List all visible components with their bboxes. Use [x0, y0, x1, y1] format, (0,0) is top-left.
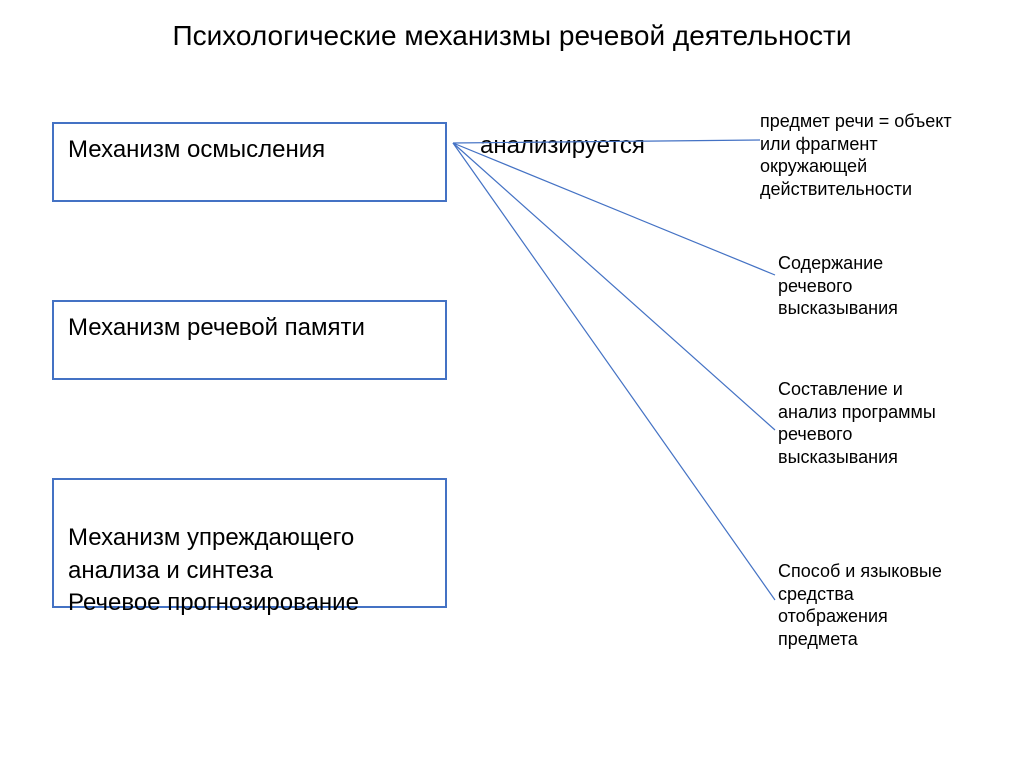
connector-line [453, 143, 775, 275]
box-label: Механизм осмысления [68, 136, 325, 163]
right-item-2: Содержание речевого высказывания [778, 252, 958, 320]
connector-line [453, 143, 775, 430]
box-mechanism-2: Механизм речевой памяти [52, 300, 447, 380]
diagram-title: Психологические механизмы речевой деятел… [0, 18, 1024, 53]
connector-line [453, 143, 775, 600]
right-item-3: Составление и анализ программы речевого … [778, 378, 958, 468]
right-item-4: Способ и языковые средства отображения п… [778, 560, 958, 650]
box-mechanism-1: Механизм осмысления [52, 122, 447, 202]
right-item-1: предмет речи = объект или фрагмент окруж… [760, 110, 960, 200]
center-label: анализируется [480, 132, 645, 160]
box-mechanism-3: Механизм упреждающего анализа и синтеза … [52, 478, 447, 608]
box-label: Механизм упреждающего анализа и синтеза … [68, 524, 359, 616]
box-label: Механизм речевой памяти [68, 314, 365, 341]
